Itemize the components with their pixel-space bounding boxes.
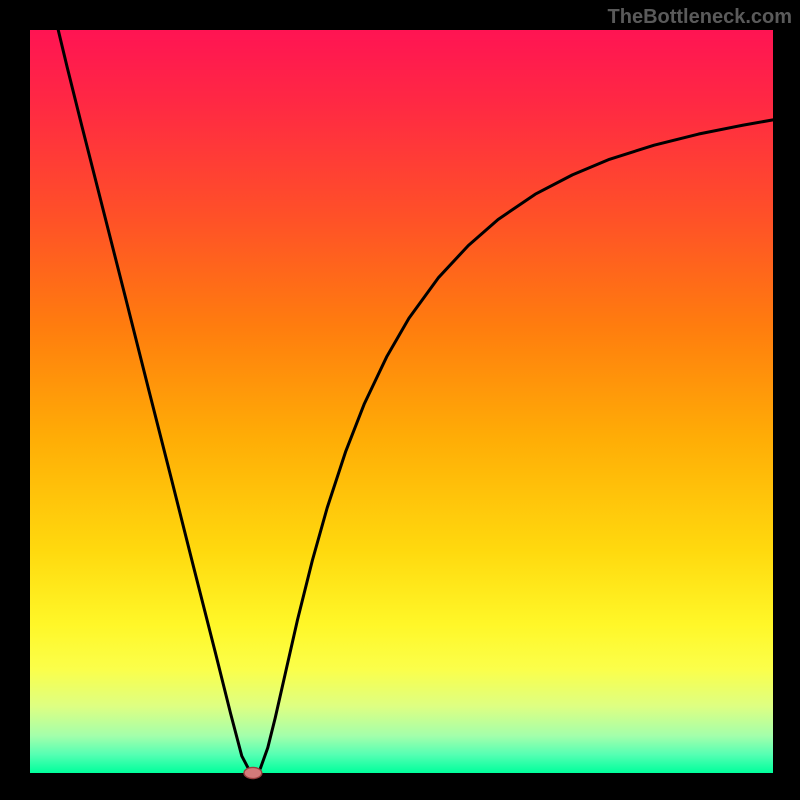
minimum-marker xyxy=(244,767,262,778)
plot-background-gradient xyxy=(30,30,773,773)
watermark-text: TheBottleneck.com xyxy=(608,6,792,29)
chart-container: TheBottleneck.com xyxy=(0,0,800,800)
bottleneck-chart xyxy=(0,0,800,800)
